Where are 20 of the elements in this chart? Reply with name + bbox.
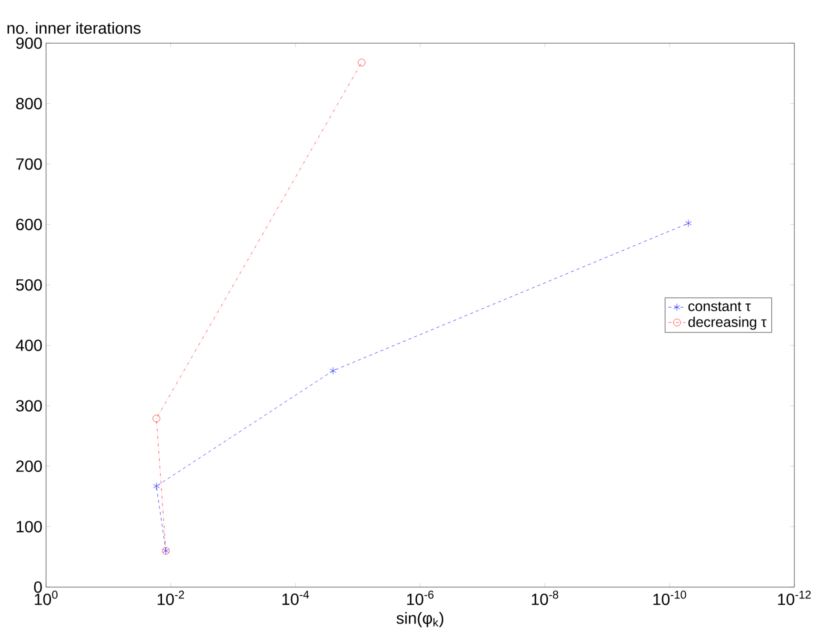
y-tick-label: 600	[16, 218, 42, 230]
y-tick-label: 700	[16, 158, 42, 170]
y-tick-label: 200	[16, 460, 42, 472]
x-tick-label: 10$^{-4}$	[282, 590, 309, 605]
y-tick-label: 300	[16, 400, 42, 412]
legend-label: decreasing τ	[688, 316, 766, 330]
y-tick-label: 500	[16, 279, 42, 291]
x-tick-label: 10$^{-12}$	[778, 590, 811, 606]
x-tick-label: 10$^{-8}$	[532, 590, 558, 606]
y-tick-label: 800	[16, 98, 42, 110]
y-axis-title: no. inner iterations	[8, 22, 140, 34]
y-tick-label: 900	[16, 37, 42, 49]
x-tick-label: 10$^{-6}$	[407, 590, 434, 606]
x-tick-label: 10$^{-2}$	[158, 590, 184, 606]
x-tick-label: 10$^{-10}$	[653, 590, 686, 606]
y-tick-label: 400	[16, 340, 42, 352]
x-axis-title: sin(φ$_{k}$)	[396, 612, 444, 628]
legend-label: constant τ	[688, 302, 751, 312]
y-tick-label: 0	[34, 581, 42, 593]
y-tick-label: 100	[16, 520, 42, 532]
